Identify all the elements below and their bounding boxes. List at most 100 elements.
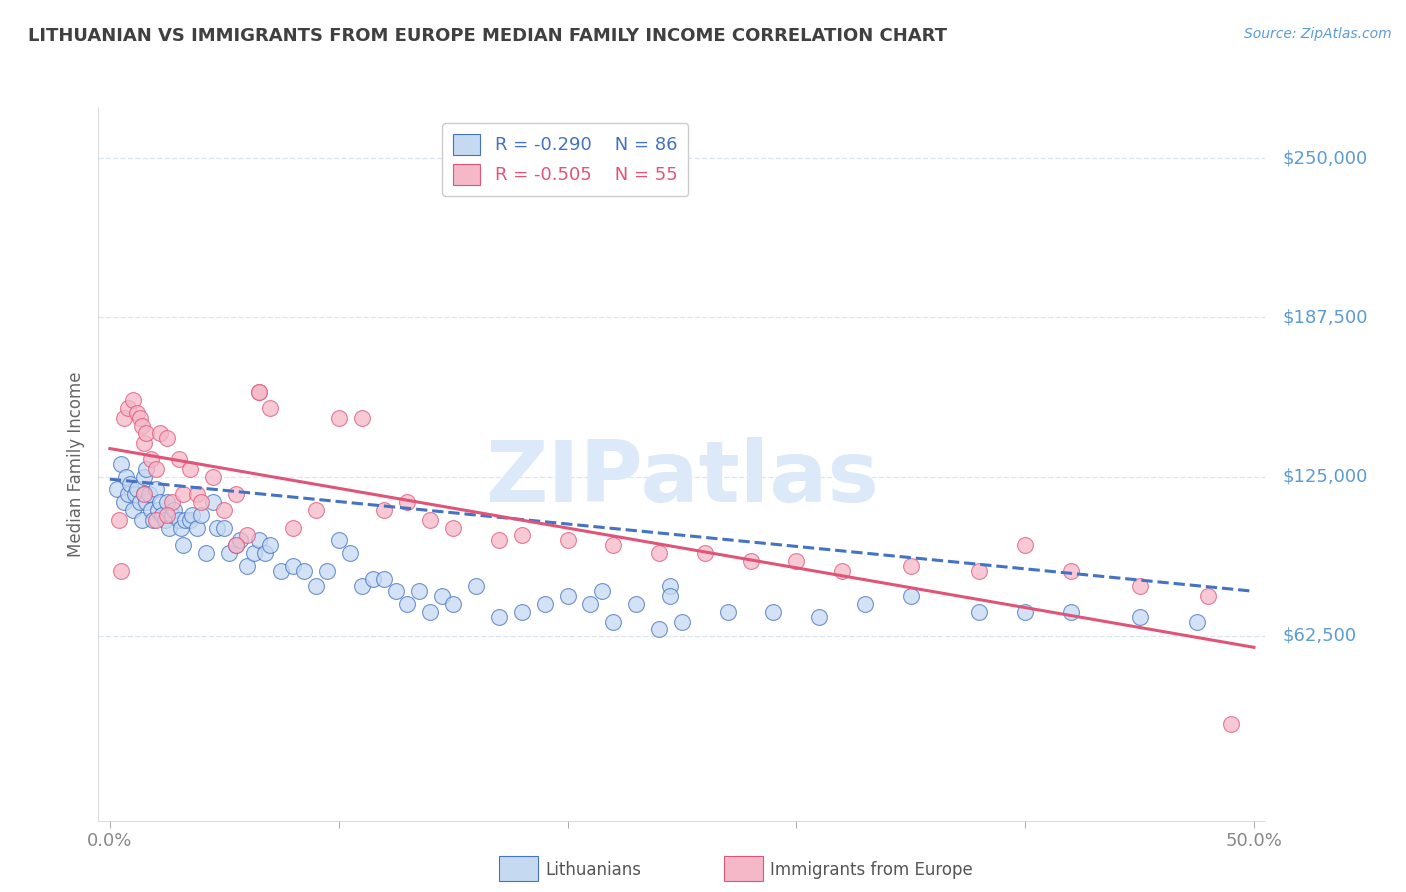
- Point: [110, 457, 132, 471]
- Point: [488, 533, 510, 548]
- Point: [108, 513, 131, 527]
- Point: [160, 508, 183, 522]
- Text: Source: ZipAtlas.com: Source: ZipAtlas.com: [1244, 27, 1392, 41]
- Point: [1128, 579, 1150, 593]
- Point: [145, 462, 167, 476]
- Point: [1014, 605, 1036, 619]
- Point: [281, 520, 304, 534]
- Point: [127, 483, 149, 497]
- Point: [156, 508, 179, 522]
- Point: [149, 495, 172, 509]
- Point: [218, 546, 240, 560]
- Point: [1185, 615, 1208, 629]
- Point: [121, 393, 143, 408]
- Point: [373, 572, 395, 586]
- Point: [557, 590, 579, 604]
- Point: [247, 533, 270, 548]
- Point: [408, 584, 430, 599]
- Point: [160, 495, 183, 509]
- Text: Lithuanians: Lithuanians: [546, 861, 641, 879]
- Point: [533, 597, 555, 611]
- Point: [115, 469, 138, 483]
- Point: [1220, 716, 1243, 731]
- Point: [900, 590, 922, 604]
- Point: [170, 520, 193, 534]
- Point: [969, 605, 991, 619]
- Point: [259, 401, 281, 415]
- Point: [659, 590, 682, 604]
- Point: [648, 546, 671, 560]
- Point: [157, 520, 180, 534]
- Point: [138, 487, 160, 501]
- Point: [163, 502, 186, 516]
- Point: [259, 538, 281, 552]
- Point: [236, 558, 259, 573]
- Point: [717, 605, 740, 619]
- Point: [112, 411, 135, 425]
- Point: [305, 502, 328, 516]
- Point: [1128, 609, 1150, 624]
- Point: [328, 411, 350, 425]
- Text: $125,000: $125,000: [1282, 467, 1368, 485]
- Point: [441, 597, 464, 611]
- Point: [969, 564, 991, 578]
- Point: [254, 546, 277, 560]
- Point: [145, 483, 167, 497]
- Point: [465, 579, 488, 593]
- Point: [305, 579, 328, 593]
- Point: [186, 487, 208, 501]
- Text: $187,500: $187,500: [1282, 309, 1368, 326]
- Point: [831, 564, 853, 578]
- Point: [142, 513, 165, 527]
- Point: [900, 558, 922, 573]
- Point: [557, 533, 579, 548]
- Point: [131, 513, 153, 527]
- Point: [167, 513, 190, 527]
- Point: [671, 615, 693, 629]
- Point: [740, 554, 762, 568]
- Y-axis label: Median Family Income: Median Family Income: [66, 371, 84, 557]
- Point: [134, 469, 156, 483]
- Point: [281, 558, 304, 573]
- Point: [135, 495, 157, 509]
- Point: [247, 385, 270, 400]
- Point: [225, 538, 247, 552]
- Point: [225, 538, 247, 552]
- Point: [194, 546, 217, 560]
- Point: [207, 520, 229, 534]
- Point: [225, 487, 247, 501]
- Point: [153, 513, 176, 527]
- Point: [602, 538, 624, 552]
- Point: [243, 546, 266, 560]
- Point: [229, 533, 252, 548]
- Point: [149, 426, 172, 441]
- Point: [396, 495, 419, 509]
- Point: [181, 508, 204, 522]
- Point: [339, 546, 361, 560]
- Point: [808, 609, 831, 624]
- Point: [247, 385, 270, 400]
- Point: [186, 520, 208, 534]
- Point: [167, 451, 190, 466]
- Text: LITHUANIAN VS IMMIGRANTS FROM EUROPE MEDIAN FAMILY INCOME CORRELATION CHART: LITHUANIAN VS IMMIGRANTS FROM EUROPE MED…: [28, 27, 948, 45]
- Point: [117, 401, 139, 415]
- Point: [591, 584, 613, 599]
- Point: [510, 528, 533, 542]
- Point: [128, 495, 150, 509]
- Point: [124, 487, 146, 501]
- Point: [693, 546, 716, 560]
- Point: [602, 615, 624, 629]
- Point: [134, 487, 156, 501]
- Point: [131, 418, 153, 433]
- Point: [350, 411, 373, 425]
- Legend: R = -0.290    N = 86, R = -0.505    N = 55: R = -0.290 N = 86, R = -0.505 N = 55: [443, 123, 688, 195]
- Point: [179, 462, 201, 476]
- Point: [488, 609, 510, 624]
- Point: [134, 487, 156, 501]
- Point: [579, 597, 602, 611]
- Point: [139, 451, 162, 466]
- Point: [156, 431, 179, 445]
- Point: [292, 564, 315, 578]
- Point: [156, 495, 179, 509]
- Text: $250,000: $250,000: [1282, 149, 1368, 167]
